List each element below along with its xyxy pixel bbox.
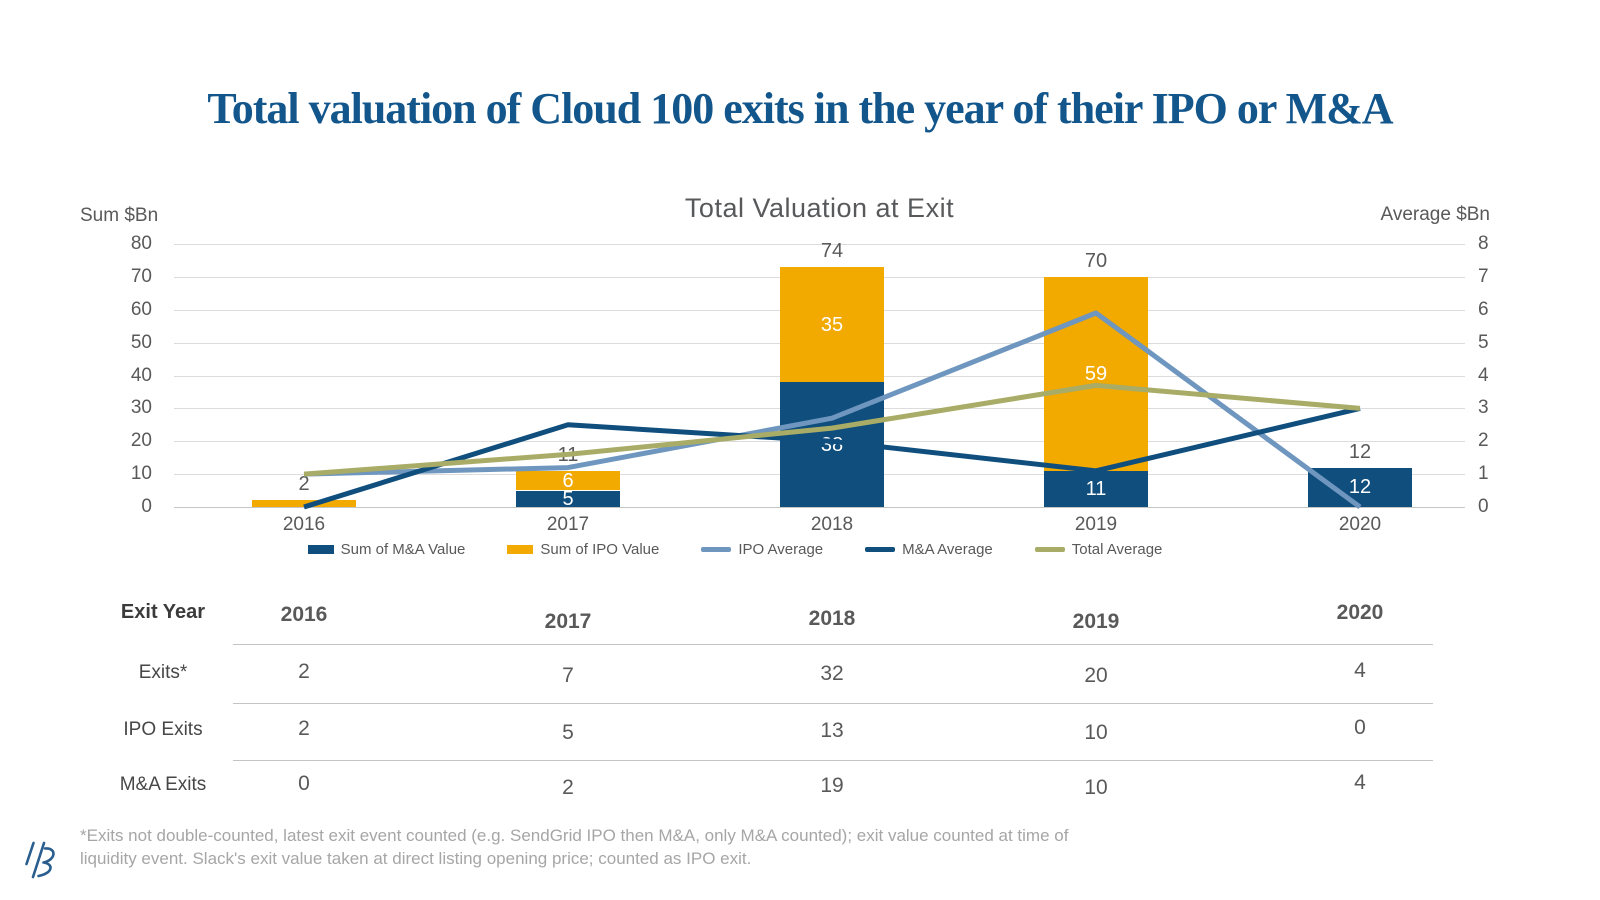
left-tick-0: 0: [141, 496, 152, 517]
right-tick-2: 2: [1478, 430, 1489, 452]
legend-item: Total Average: [1034, 541, 1163, 558]
bar-segment-label: 38: [820, 433, 844, 456]
table-row-label: M&A Exits: [119, 774, 207, 795]
right-tick-0: 0: [1478, 496, 1489, 517]
table-cell: 10: [1084, 721, 1108, 744]
table-cell: 20: [1084, 664, 1108, 687]
page-title: Total valuation of Cloud 100 exits in th…: [207, 84, 1393, 134]
table-cell: 19: [820, 774, 844, 797]
bar-segment-label: 6: [562, 469, 574, 492]
left-tick-20: 20: [130, 430, 152, 452]
legend-label: Sum of IPO Value: [540, 541, 660, 558]
legend-label: Total Average: [1071, 541, 1163, 558]
legend-label: Sum of M&A Value: [340, 541, 466, 558]
table-cell: 2: [298, 660, 310, 683]
left-tick-80: 80: [130, 233, 152, 254]
x-axis-label-2018: 2018: [810, 514, 854, 535]
legend-item: Sum of M&A Value: [307, 541, 466, 558]
table-cell: 0: [298, 772, 310, 795]
right-tick-3: 3: [1478, 397, 1489, 419]
table-cell: 4: [1354, 771, 1366, 794]
table-cell: 5: [562, 721, 574, 744]
right-tick-6: 6: [1478, 298, 1489, 320]
legend-swatch-icon: [701, 547, 732, 552]
table-col-header-2016: 2016: [280, 603, 328, 626]
left-tick-10: 10: [130, 463, 152, 485]
table-col-header-2018: 2018: [808, 607, 856, 630]
left-tick-40: 40: [130, 364, 152, 386]
table-row-label: IPO Exits: [123, 719, 203, 740]
x-axis-label-2020: 2020: [1338, 514, 1382, 535]
chart-title: Total Valuation at Exit: [684, 193, 955, 223]
legend-item: M&A Average: [865, 541, 993, 558]
table-col-header-2020: 2020: [1336, 601, 1384, 624]
table-divider: [233, 644, 1433, 645]
right-tick-1: 1: [1478, 463, 1489, 485]
bar-total-label: 70: [1084, 249, 1108, 272]
bvp-logo: [25, 841, 55, 879]
table-row-label: Exits*: [138, 662, 188, 683]
bar-total-label: 74: [820, 240, 844, 262]
x-axis-label-2016: 2016: [282, 514, 326, 535]
gridline-80: [174, 244, 1465, 245]
left-axis-title: Sum $Bn: [80, 205, 159, 226]
legend-swatch-icon: [865, 547, 896, 552]
x-axis-label-2019: 2019: [1074, 514, 1118, 535]
legend-item: IPO Average: [701, 541, 823, 558]
x-axis-label-2017: 2017: [546, 514, 590, 535]
table-corner-label: Exit Year: [120, 601, 206, 623]
table-divider: [233, 703, 1433, 704]
right-tick-7: 7: [1478, 265, 1489, 287]
bar-total-label: 2: [298, 473, 310, 496]
right-tick-8: 8: [1478, 233, 1489, 254]
legend-label: IPO Average: [738, 541, 824, 558]
right-tick-5: 5: [1478, 331, 1489, 353]
table-cell: 13: [820, 719, 844, 742]
left-tick-50: 50: [130, 331, 152, 353]
table-cell: 10: [1084, 776, 1108, 799]
legend-swatch-icon: [507, 545, 534, 554]
bar-segment-label: 11: [1085, 477, 1107, 500]
legend-swatch-icon: [1034, 547, 1065, 552]
table-col-header-2019: 2019: [1072, 610, 1120, 633]
table-cell: 0: [1354, 716, 1366, 739]
table-cell: 2: [562, 776, 574, 799]
left-tick-30: 30: [130, 397, 152, 419]
table-cell: 2: [298, 717, 310, 740]
table-cell: 7: [562, 664, 574, 687]
bar-segment-label: 59: [1084, 362, 1108, 385]
table-col-header-2017: 2017: [544, 610, 592, 633]
legend-item: Sum of IPO Value: [507, 541, 659, 558]
right-axis-title: Average $Bn: [1380, 204, 1490, 225]
left-tick-60: 60: [130, 298, 152, 320]
bar-total-label: 11: [557, 443, 579, 466]
right-tick-4: 4: [1478, 364, 1489, 386]
legend-label: M&A Average: [902, 541, 993, 558]
left-tick-70: 70: [130, 265, 152, 287]
table-cell: 4: [1354, 659, 1366, 682]
gridline-0: [174, 507, 1465, 508]
table-cell: 32: [820, 662, 844, 685]
bar-segment-label: 35: [820, 313, 844, 336]
legend-swatch-icon: [307, 545, 334, 554]
table-divider: [233, 760, 1433, 761]
bar-segment-label: 12: [1348, 476, 1372, 499]
bar-total-label: 12: [1348, 440, 1372, 463]
footnote: *Exits not double-counted, latest exit e…: [80, 826, 1069, 868]
chart-legend: Sum of M&A Value Sum of IPO Value IPO Aver…: [80, 541, 1390, 558]
bar-segment: [252, 500, 356, 507]
